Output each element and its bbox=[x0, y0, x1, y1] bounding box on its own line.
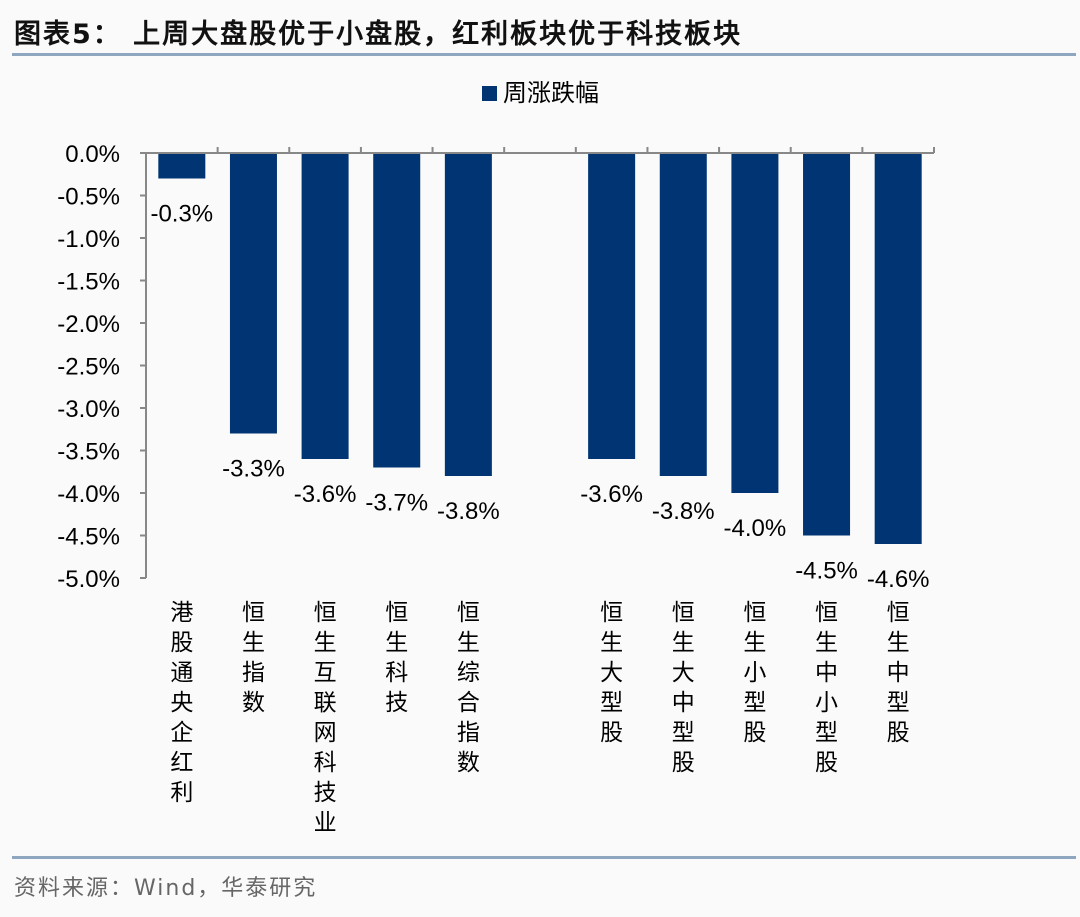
category-label-char: 恒 bbox=[672, 600, 695, 626]
category-label-char: 型 bbox=[815, 720, 838, 746]
category-label-char: 中 bbox=[672, 690, 695, 716]
title-rule bbox=[12, 53, 1076, 56]
category-label-char: 型 bbox=[672, 720, 695, 746]
data-label: -3.6% bbox=[580, 481, 643, 508]
bar bbox=[229, 153, 277, 434]
category-label-char: 型 bbox=[743, 690, 766, 716]
category-label-char: 恒 bbox=[600, 600, 623, 626]
y-tick-label: -1.5% bbox=[57, 269, 120, 296]
y-tick-label: -4.0% bbox=[57, 481, 120, 508]
legend-swatch bbox=[482, 86, 497, 101]
category-label-char: 恒 bbox=[457, 600, 480, 626]
category-label-char: 科 bbox=[385, 660, 408, 686]
data-label: -3.3% bbox=[222, 456, 285, 483]
bar bbox=[444, 153, 492, 476]
data-label: -4.5% bbox=[795, 558, 858, 585]
bar bbox=[373, 153, 421, 468]
category-label-char: 生 bbox=[672, 630, 695, 656]
category-label-char: 生 bbox=[314, 630, 337, 656]
y-tick-label: -3.5% bbox=[57, 439, 120, 466]
source-note: 资料来源：Wind，华泰研究 bbox=[14, 876, 318, 901]
data-label: -3.6% bbox=[294, 481, 357, 508]
category-label-char: 小 bbox=[743, 660, 766, 686]
category-label-char: 股 bbox=[815, 750, 838, 776]
category-label-char: 生 bbox=[600, 630, 623, 656]
category-label-char: 股 bbox=[887, 720, 910, 746]
category-label-char: 型 bbox=[887, 690, 910, 716]
y-tick-label: -2.5% bbox=[57, 354, 120, 381]
category-label-char: 联 bbox=[314, 690, 337, 716]
y-tick-label: -4.5% bbox=[57, 524, 120, 551]
bar bbox=[588, 153, 636, 459]
y-tick-label: -2.0% bbox=[57, 311, 120, 338]
category-label-char: 红 bbox=[170, 750, 193, 776]
bar bbox=[803, 153, 851, 536]
chart-title: 图表5： 上周大盘股优于小盘股，红利板块优于科技板块 bbox=[14, 19, 743, 50]
category-label-char: 股 bbox=[672, 750, 695, 776]
category-label-char: 大 bbox=[600, 660, 623, 686]
category-label-char: 恒 bbox=[887, 600, 910, 626]
category-label-char: 央 bbox=[170, 690, 193, 716]
category-label-char: 生 bbox=[815, 630, 838, 656]
legend-label: 周涨跌幅 bbox=[503, 79, 599, 107]
footer-rule bbox=[12, 856, 1076, 859]
y-tick-label: -0.5% bbox=[57, 184, 120, 211]
category-label-char: 型 bbox=[600, 690, 623, 716]
y-tick-label: -1.0% bbox=[57, 226, 120, 253]
category-label-char: 综 bbox=[457, 660, 480, 686]
data-label: -4.6% bbox=[867, 566, 930, 593]
category-label-char: 科 bbox=[314, 750, 337, 776]
category-label-char: 互 bbox=[314, 660, 337, 686]
category-label-char: 业 bbox=[314, 810, 337, 836]
category-label-char: 利 bbox=[170, 780, 193, 806]
category-label-char: 技 bbox=[314, 780, 337, 806]
category-label-char: 股 bbox=[170, 630, 193, 656]
category-label-char: 港 bbox=[170, 600, 193, 626]
category-label-char: 股 bbox=[600, 720, 623, 746]
y-tick-label: 0.0% bbox=[65, 141, 120, 168]
bar bbox=[874, 153, 922, 544]
category-label-char: 恒 bbox=[314, 600, 337, 626]
category-label-char: 指 bbox=[457, 720, 480, 746]
bar bbox=[731, 153, 779, 493]
category-label-char: 恒 bbox=[815, 600, 838, 626]
category-label-char: 中 bbox=[815, 660, 838, 686]
category-label-char: 生 bbox=[385, 630, 408, 656]
y-tick-label: -3.0% bbox=[57, 396, 120, 423]
category-label-char: 合 bbox=[457, 690, 480, 716]
data-label: -3.7% bbox=[365, 490, 428, 517]
category-label-char: 企 bbox=[170, 720, 193, 746]
category-label-char: 技 bbox=[385, 690, 408, 716]
category-label-char: 小 bbox=[815, 690, 838, 716]
category-label-char: 生 bbox=[887, 630, 910, 656]
category-label-char: 恒 bbox=[242, 600, 265, 626]
category-label-char: 指 bbox=[242, 660, 265, 686]
category-label-char: 数 bbox=[457, 750, 480, 776]
data-label: -3.8% bbox=[437, 498, 500, 525]
category-label-char: 中 bbox=[887, 660, 910, 686]
category-label-char: 网 bbox=[314, 720, 337, 746]
category-label-char: 恒 bbox=[743, 600, 766, 626]
data-label: -0.3% bbox=[150, 201, 213, 228]
category-label-char: 通 bbox=[170, 660, 193, 686]
y-tick-label: -5.0% bbox=[57, 566, 120, 593]
category-label-char: 生 bbox=[743, 630, 766, 656]
data-label: -3.8% bbox=[652, 498, 715, 525]
category-label-char: 生 bbox=[242, 630, 265, 656]
category-label-char: 生 bbox=[457, 630, 480, 656]
bar bbox=[659, 153, 707, 476]
category-label-char: 大 bbox=[672, 660, 695, 686]
category-label-char: 股 bbox=[743, 720, 766, 746]
category-label-char: 数 bbox=[242, 690, 265, 716]
category-label-char: 恒 bbox=[385, 600, 408, 626]
bar bbox=[301, 153, 349, 459]
data-label: -4.0% bbox=[724, 515, 787, 542]
bar bbox=[158, 153, 206, 179]
